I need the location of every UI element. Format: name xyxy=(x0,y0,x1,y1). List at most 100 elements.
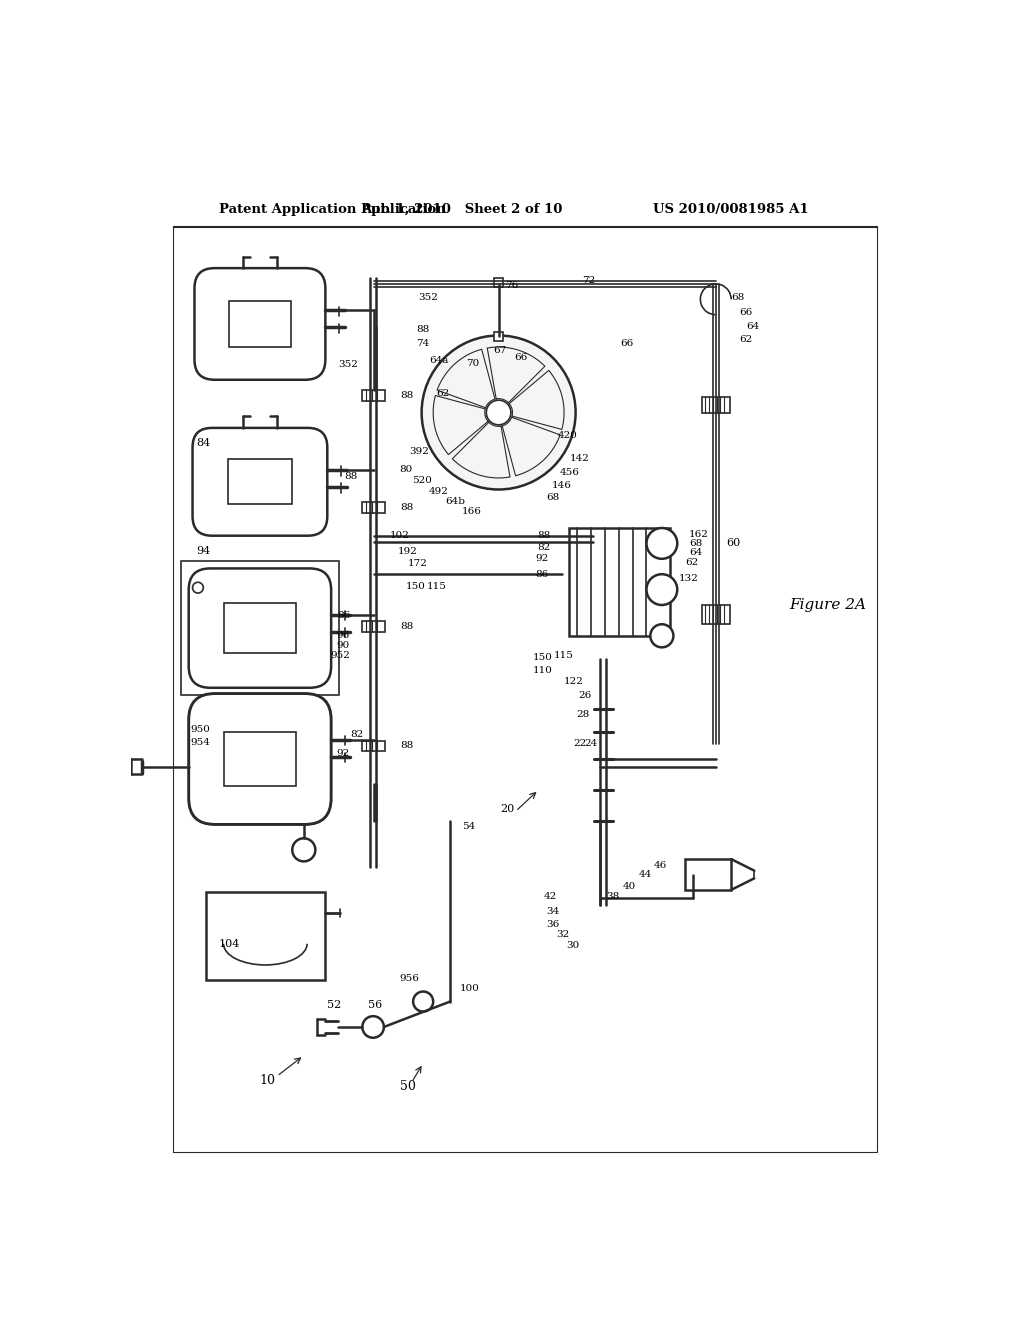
Text: 22: 22 xyxy=(573,739,587,748)
Text: 100: 100 xyxy=(460,983,480,993)
Text: 94: 94 xyxy=(196,546,210,556)
Text: 954: 954 xyxy=(190,738,211,747)
Circle shape xyxy=(646,574,677,605)
FancyBboxPatch shape xyxy=(193,428,328,536)
Text: 26: 26 xyxy=(579,692,592,701)
Bar xyxy=(206,892,325,981)
Text: 352: 352 xyxy=(419,293,438,301)
Text: 92: 92 xyxy=(337,750,350,758)
Text: 86: 86 xyxy=(536,570,549,578)
Text: 52: 52 xyxy=(328,1001,342,1010)
Text: 32: 32 xyxy=(557,931,570,939)
FancyBboxPatch shape xyxy=(188,693,331,825)
FancyBboxPatch shape xyxy=(188,569,331,688)
Bar xyxy=(494,331,503,341)
Text: 88: 88 xyxy=(417,325,430,334)
Text: 420: 420 xyxy=(558,432,578,440)
Text: 88: 88 xyxy=(537,531,550,540)
Text: 88: 88 xyxy=(400,503,414,512)
Text: 80: 80 xyxy=(398,465,412,474)
Text: 64: 64 xyxy=(746,322,760,331)
Text: 68: 68 xyxy=(547,492,559,502)
Bar xyxy=(685,859,731,890)
Text: 60: 60 xyxy=(726,539,740,548)
Text: 64: 64 xyxy=(689,548,702,557)
Text: 172: 172 xyxy=(408,558,428,568)
Circle shape xyxy=(486,400,511,425)
Text: 110: 110 xyxy=(532,667,552,675)
Bar xyxy=(181,561,339,696)
Circle shape xyxy=(422,335,575,490)
Text: 192: 192 xyxy=(397,546,418,556)
Text: 54: 54 xyxy=(462,822,475,832)
Bar xyxy=(228,301,292,347)
Text: 62: 62 xyxy=(436,389,450,397)
Circle shape xyxy=(650,624,674,647)
Text: US 2010/0081985 A1: US 2010/0081985 A1 xyxy=(652,203,808,216)
Text: 24: 24 xyxy=(585,739,598,748)
Text: 88: 88 xyxy=(400,622,414,631)
Bar xyxy=(224,603,296,653)
Text: 67: 67 xyxy=(494,346,507,355)
Text: 30: 30 xyxy=(566,941,580,950)
Text: 64b: 64b xyxy=(445,496,466,506)
Text: 20: 20 xyxy=(501,804,515,814)
Circle shape xyxy=(292,838,315,862)
Text: 82: 82 xyxy=(350,730,364,739)
Text: 96: 96 xyxy=(337,631,350,640)
Text: 62: 62 xyxy=(685,558,698,568)
Text: 38: 38 xyxy=(607,891,620,900)
Text: 66: 66 xyxy=(739,308,752,317)
Bar xyxy=(224,731,296,787)
Text: Figure 2A: Figure 2A xyxy=(788,598,866,612)
Bar xyxy=(227,459,292,504)
Text: 70: 70 xyxy=(467,359,480,368)
Text: 520: 520 xyxy=(412,475,431,484)
Text: 352: 352 xyxy=(338,360,357,370)
Text: 34: 34 xyxy=(546,907,559,916)
Text: 84: 84 xyxy=(196,438,210,449)
Text: 88: 88 xyxy=(400,742,414,750)
Bar xyxy=(701,397,730,412)
Text: 42: 42 xyxy=(544,891,557,900)
Text: 492: 492 xyxy=(429,487,449,495)
Text: 950: 950 xyxy=(190,725,211,734)
Text: 456: 456 xyxy=(559,469,580,477)
Bar xyxy=(569,528,670,636)
Circle shape xyxy=(413,991,433,1011)
Text: 104: 104 xyxy=(219,939,241,949)
Text: 76: 76 xyxy=(505,281,518,290)
Text: Apr. 1, 2010   Sheet 2 of 10: Apr. 1, 2010 Sheet 2 of 10 xyxy=(361,203,562,216)
Text: 74: 74 xyxy=(417,339,430,347)
Text: 952: 952 xyxy=(330,651,350,660)
Text: 40: 40 xyxy=(623,882,636,891)
Bar xyxy=(362,622,385,632)
Bar xyxy=(701,605,730,624)
Bar xyxy=(362,502,385,512)
Text: 28: 28 xyxy=(577,710,590,719)
Text: 90: 90 xyxy=(337,642,350,651)
Bar xyxy=(494,277,503,286)
Text: 64a: 64a xyxy=(429,355,449,364)
Circle shape xyxy=(193,582,204,593)
Text: 44: 44 xyxy=(638,870,651,879)
Text: 68: 68 xyxy=(731,293,744,301)
Text: Patent Application Publication: Patent Application Publication xyxy=(219,203,445,216)
Text: 72: 72 xyxy=(582,276,595,285)
Text: 92: 92 xyxy=(536,554,549,564)
Text: 115: 115 xyxy=(427,582,446,591)
Text: 62: 62 xyxy=(739,335,752,343)
Text: 56: 56 xyxy=(369,1001,383,1010)
Text: 132: 132 xyxy=(679,574,698,582)
Text: 50: 50 xyxy=(399,1080,416,1093)
Text: 142: 142 xyxy=(569,454,590,463)
Text: 392: 392 xyxy=(410,446,429,455)
Text: 88: 88 xyxy=(400,391,414,400)
FancyBboxPatch shape xyxy=(195,268,326,380)
Text: 68: 68 xyxy=(689,539,702,548)
Text: 166: 166 xyxy=(462,507,481,516)
Text: 86: 86 xyxy=(337,611,350,619)
Text: 88: 88 xyxy=(344,473,357,480)
Circle shape xyxy=(362,1016,384,1038)
Text: 115: 115 xyxy=(553,651,573,660)
